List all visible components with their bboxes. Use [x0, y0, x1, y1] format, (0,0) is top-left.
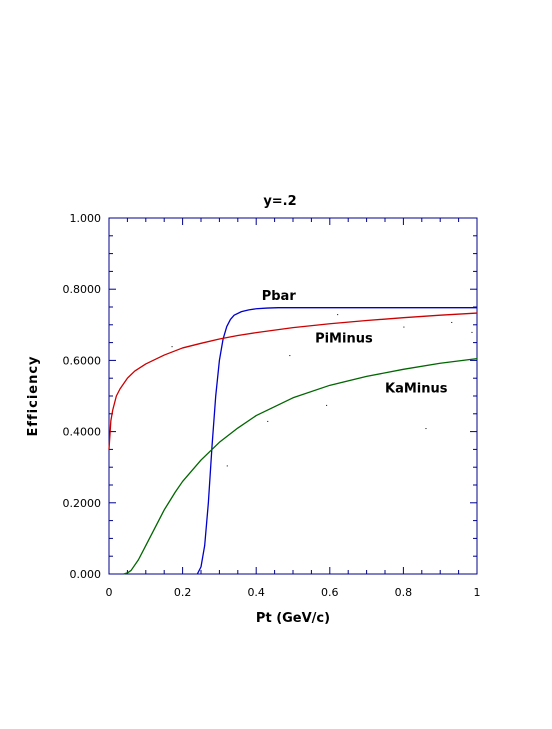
x-tick-label: 0.8	[395, 586, 413, 599]
stray-point	[425, 428, 427, 430]
x-tick-label: 1	[474, 586, 481, 599]
series-label-pbar: Pbar	[262, 289, 297, 304]
y-tick-label: 1.000	[70, 212, 102, 225]
stray-point	[337, 314, 339, 316]
y-tick-label: 0.4000	[63, 426, 102, 439]
series-line-pbar	[196, 307, 477, 575]
x-tick-label: 0.4	[247, 586, 265, 599]
x-tick-label: 0.6	[321, 586, 339, 599]
y-tick-label: 0.000	[70, 568, 102, 581]
stray-point	[171, 346, 173, 348]
stray-point	[267, 420, 269, 422]
plot-area: 0 0.2 0.4 0.6 0.8 1 0.000 0.2000 0.4000 0.6000 0.8…	[63, 212, 481, 599]
x-tick-label: 0	[106, 586, 113, 599]
y-tick-label: 0.6000	[63, 354, 102, 367]
y-tick-label: 0.8000	[63, 283, 102, 296]
series-label-piminus: PiMinus	[315, 332, 373, 347]
x-tick-label: 0.2	[174, 586, 192, 599]
stray-point	[451, 321, 453, 323]
stray-point	[226, 465, 228, 467]
y-axis-label: Efficiency	[26, 355, 41, 436]
stray-point	[289, 355, 291, 357]
chart-title: y=.2	[263, 194, 296, 209]
series-label-kaminus: KaMinus	[385, 381, 448, 396]
stray-point	[326, 404, 328, 406]
stray-point	[471, 331, 473, 333]
y-tick-label: 0.2000	[63, 497, 102, 510]
x-axis-label: Pt (GeV/c)	[256, 611, 330, 626]
series-line-kaminus	[123, 357, 478, 575]
series-line-piminus	[108, 312, 478, 450]
stray-point	[403, 326, 405, 328]
